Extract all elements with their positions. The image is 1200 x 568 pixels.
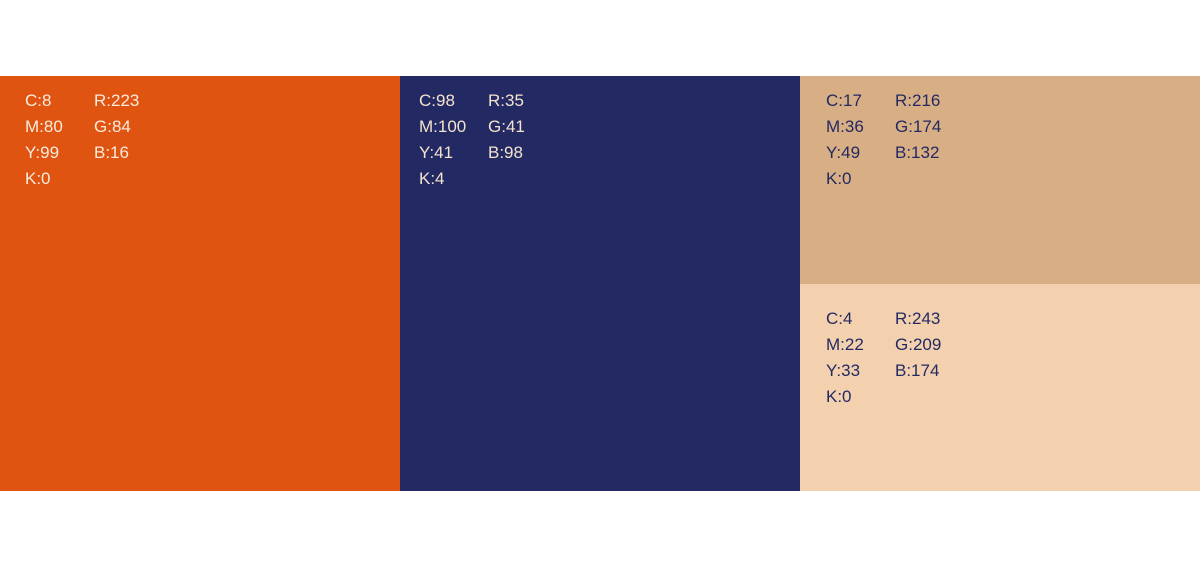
cmyk-values: C:17 M:36 Y:49 K:0 [826, 88, 895, 192]
rgb-r: R:216 [895, 91, 941, 110]
rgb-values: R:223 G:84 B:16 [94, 88, 163, 192]
rgb-g: G:209 [895, 335, 942, 354]
cmyk-values: C:8 M:80 Y:99 K:0 [25, 88, 94, 192]
cmyk-values: C:4 M:22 Y:33 K:0 [826, 306, 895, 410]
cmyk-y: Y:99 [25, 143, 60, 162]
cmyk-c: C:98 [419, 91, 455, 110]
rgb-values: R:243 G:209 B:174 [895, 306, 964, 410]
rgb-b: B:98 [488, 143, 523, 162]
cmyk-m: M:22 [826, 335, 864, 354]
swatch-navy: C:98 M:100 Y:41 K:4 R:35 G:41 B:98 [400, 76, 800, 491]
rgb-values: R:35 G:41 B:98 [488, 88, 557, 192]
cmyk-k: K:4 [419, 169, 445, 188]
swatch-peach: C:4 M:22 Y:33 K:0 R:243 G:209 B:174 [800, 284, 1200, 491]
cmyk-c: C:17 [826, 91, 862, 110]
cmyk-c: C:4 [826, 309, 853, 328]
cmyk-y: Y:33 [826, 361, 861, 380]
cmyk-m: M:80 [25, 117, 63, 136]
cmyk-values: C:98 M:100 Y:41 K:4 [419, 88, 488, 192]
rgb-b: B:132 [895, 143, 940, 162]
cmyk-m: M:36 [826, 117, 864, 136]
cmyk-k: K:0 [826, 169, 852, 188]
rgb-g: G:174 [895, 117, 942, 136]
cmyk-y: Y:41 [419, 143, 454, 162]
cmyk-c: C:8 [25, 91, 52, 110]
rgb-b: B:16 [94, 143, 129, 162]
rgb-g: G:84 [94, 117, 131, 136]
swatch-orange: C:8 M:80 Y:99 K:0 R:223 G:84 B:16 [0, 76, 400, 491]
rgb-r: R:223 [94, 91, 140, 110]
swatch-tan: C:17 M:36 Y:49 K:0 R:216 G:174 B:132 [800, 76, 1200, 284]
rgb-r: R:243 [895, 309, 941, 328]
rgb-values: R:216 G:174 B:132 [895, 88, 964, 192]
rgb-g: G:41 [488, 117, 525, 136]
cmyk-k: K:0 [25, 169, 51, 188]
cmyk-y: Y:49 [826, 143, 861, 162]
cmyk-m: M:100 [419, 117, 467, 136]
rgb-r: R:35 [488, 91, 524, 110]
rgb-b: B:174 [895, 361, 940, 380]
cmyk-k: K:0 [826, 387, 852, 406]
